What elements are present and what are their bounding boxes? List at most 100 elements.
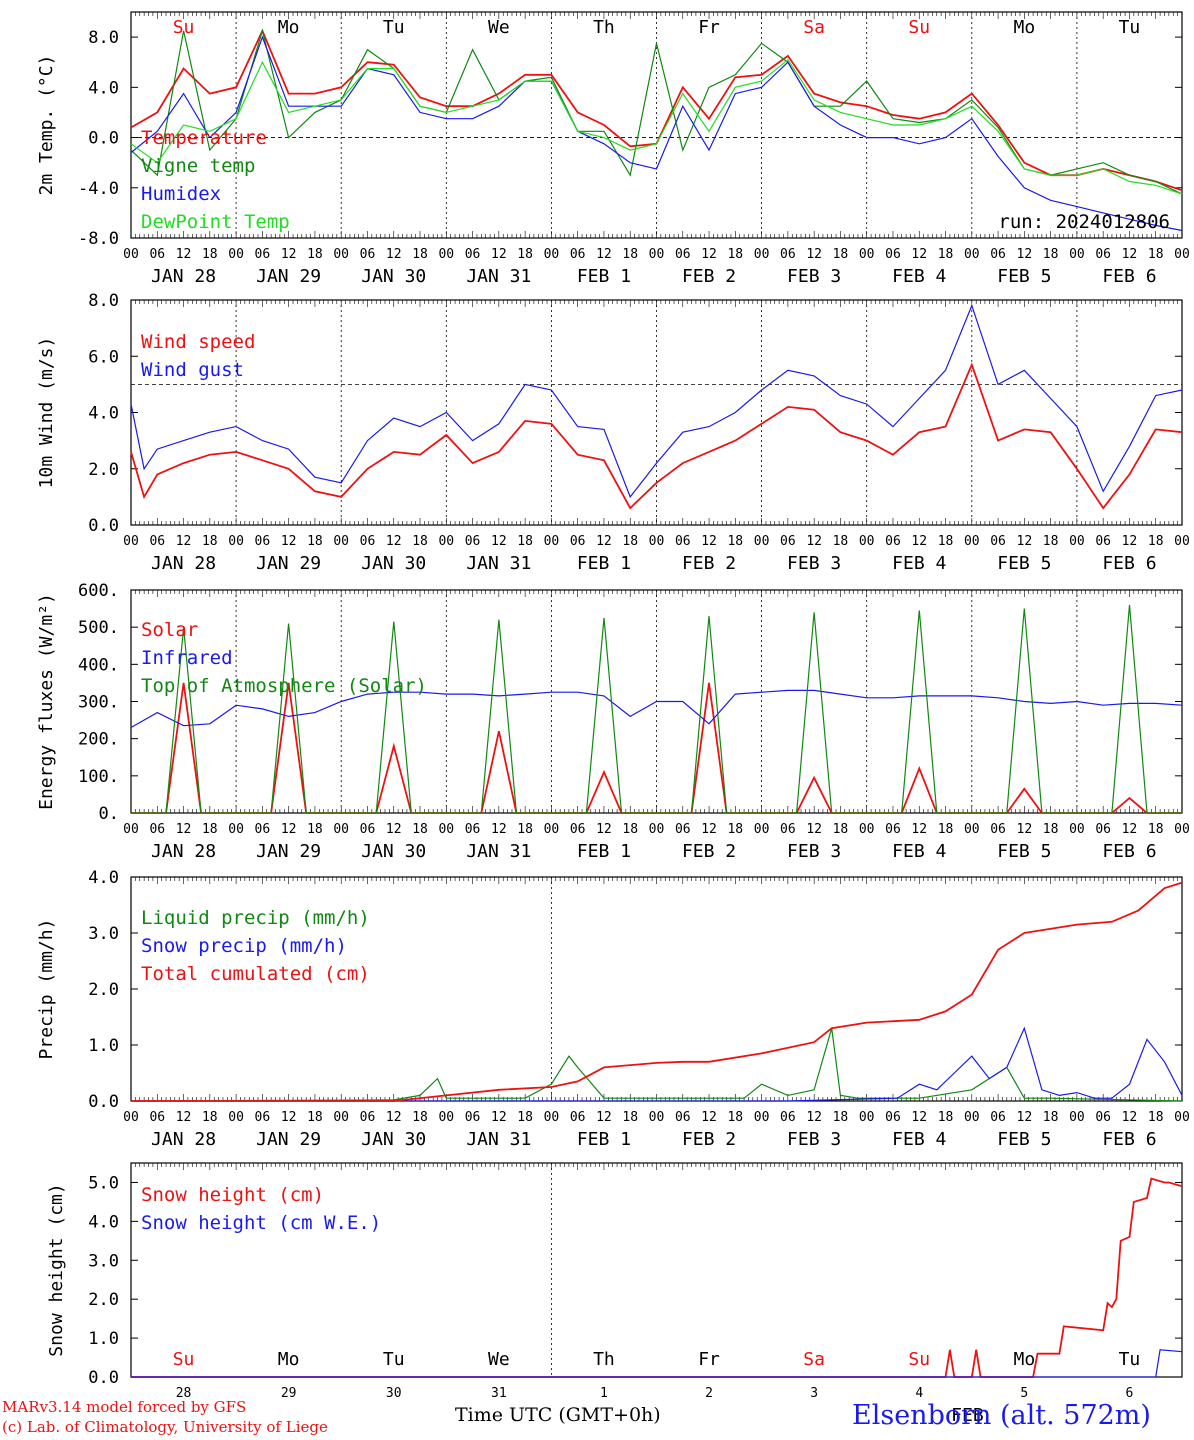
date-label: FEB 3 bbox=[787, 841, 841, 862]
hour-tick-label: 18 bbox=[1148, 247, 1164, 262]
hour-tick-label: 12 bbox=[701, 247, 717, 262]
hour-tick-label: 18 bbox=[1148, 1110, 1164, 1125]
hour-tick-label: 00 bbox=[859, 247, 875, 262]
hour-tick-label: 00 bbox=[964, 822, 980, 837]
hour-tick-label: 12 bbox=[386, 822, 402, 837]
hour-tick-label: 06 bbox=[780, 822, 796, 837]
series-line-wind-speed bbox=[130, 362, 1183, 510]
day-number-label: 2 bbox=[705, 1386, 713, 1401]
weekday-label: Tu bbox=[1119, 17, 1141, 38]
hour-tick-label: 18 bbox=[938, 534, 954, 549]
hour-tick-label: 18 bbox=[833, 247, 849, 262]
hour-tick-label: 06 bbox=[885, 822, 901, 837]
hour-tick-label: 18 bbox=[727, 822, 743, 837]
hour-tick-label: 06 bbox=[1095, 822, 1111, 837]
hour-tick-label: 00 bbox=[228, 822, 244, 837]
hour-tick-label: 18 bbox=[833, 1110, 849, 1125]
date-label: JAN 31 bbox=[466, 841, 531, 862]
legend-entry: Wind speed bbox=[141, 331, 255, 353]
hour-tick-label: 12 bbox=[1122, 534, 1138, 549]
date-label: JAN 29 bbox=[256, 1129, 321, 1150]
date-label: JAN 28 bbox=[151, 553, 216, 574]
date-label: FEB 5 bbox=[997, 1129, 1051, 1150]
y-tick-label: 0.0 bbox=[88, 1092, 119, 1112]
date-label: FEB 4 bbox=[892, 841, 946, 862]
hour-tick-label: 18 bbox=[307, 247, 323, 262]
hour-tick-label: 06 bbox=[990, 1110, 1006, 1125]
date-label: FEB 4 bbox=[892, 266, 946, 287]
hour-tick-label: 18 bbox=[727, 247, 743, 262]
hour-tick-label: 00 bbox=[333, 534, 349, 549]
y-tick-label: 8.0 bbox=[88, 291, 119, 311]
weekday-label: Th bbox=[593, 1349, 615, 1370]
hour-tick-label: 12 bbox=[1017, 1110, 1033, 1125]
hour-tick-label: 18 bbox=[622, 247, 638, 262]
hour-tick-label: 00 bbox=[754, 534, 770, 549]
hour-tick-label: 06 bbox=[465, 534, 481, 549]
hour-tick-label: 12 bbox=[176, 822, 192, 837]
hour-tick-label: 12 bbox=[806, 822, 822, 837]
date-label: JAN 29 bbox=[256, 266, 321, 287]
weekday-label: Su bbox=[173, 17, 195, 38]
y-tick-label: 3.0 bbox=[88, 924, 119, 944]
day-number-label: 29 bbox=[281, 1386, 297, 1401]
date-label: FEB 3 bbox=[787, 266, 841, 287]
weekday-label: Fr bbox=[698, 17, 720, 38]
hour-tick-label: 00 bbox=[1069, 534, 1085, 549]
date-label: FEB 1 bbox=[577, 553, 631, 574]
date-label: FEB 3 bbox=[787, 553, 841, 574]
hour-tick-label: 18 bbox=[622, 534, 638, 549]
model-credit: MARv3.14 model forced by GFS bbox=[2, 1398, 247, 1416]
hour-tick-label: 00 bbox=[438, 534, 454, 549]
y-tick-label: 1.0 bbox=[88, 1036, 119, 1056]
y-tick-label: 200. bbox=[78, 730, 119, 750]
weekday-label: Tu bbox=[383, 17, 405, 38]
hour-tick-label: 00 bbox=[544, 822, 560, 837]
series-line-dewpoint-temp bbox=[130, 58, 1183, 195]
y-axis-label: 2m Temp. (°C) bbox=[36, 55, 57, 196]
hour-tick-label: 18 bbox=[307, 534, 323, 549]
hour-tick-label: 00 bbox=[438, 1110, 454, 1125]
hour-tick-label: 06 bbox=[360, 822, 376, 837]
date-label: JAN 28 bbox=[151, 1129, 216, 1150]
y-tick-label: 0.0 bbox=[88, 516, 119, 536]
hour-tick-label: 12 bbox=[1122, 1110, 1138, 1125]
hour-tick-label: 12 bbox=[281, 1110, 297, 1125]
day-number-label: 31 bbox=[491, 1386, 507, 1401]
day-number-label: 30 bbox=[386, 1386, 402, 1401]
hour-tick-label: 00 bbox=[228, 534, 244, 549]
hour-tick-label: 18 bbox=[1043, 247, 1059, 262]
hour-tick-label: 18 bbox=[1043, 822, 1059, 837]
hour-tick-label: 12 bbox=[281, 247, 297, 262]
panel-4 bbox=[130, 876, 1183, 1102]
y-tick-label: 0.0 bbox=[88, 129, 119, 149]
hour-tick-label: 18 bbox=[517, 822, 533, 837]
hour-tick-label: 12 bbox=[911, 534, 927, 549]
date-label: FEB 5 bbox=[997, 841, 1051, 862]
hour-tick-label: 18 bbox=[727, 1110, 743, 1125]
legend-entry: Vigne temp bbox=[141, 155, 255, 177]
hour-tick-label: 12 bbox=[1017, 822, 1033, 837]
date-label: JAN 31 bbox=[466, 266, 531, 287]
weekday-label: Tu bbox=[1119, 1349, 1141, 1370]
hour-tick-label: 06 bbox=[675, 534, 691, 549]
hour-tick-label: 06 bbox=[255, 534, 271, 549]
series-line-humidex bbox=[130, 35, 1183, 232]
hour-tick-label: 00 bbox=[754, 1110, 770, 1125]
y-tick-label: 8.0 bbox=[88, 28, 119, 48]
hour-tick-label: 18 bbox=[412, 247, 428, 262]
hour-tick-label: 06 bbox=[990, 247, 1006, 262]
hour-tick-label: 06 bbox=[990, 534, 1006, 549]
weekday-label: Mo bbox=[278, 17, 300, 38]
hour-tick-label: 18 bbox=[833, 822, 849, 837]
hour-tick-label: 18 bbox=[938, 1110, 954, 1125]
hour-tick-label: 12 bbox=[701, 822, 717, 837]
date-label: JAN 30 bbox=[361, 266, 426, 287]
y-tick-label: 100. bbox=[78, 767, 119, 787]
series-line-snow-height-cm-w-e- bbox=[131, 1349, 1183, 1378]
hour-tick-label: 06 bbox=[360, 1110, 376, 1125]
day-number-label: 28 bbox=[176, 1386, 192, 1401]
date-label: FEB 2 bbox=[682, 266, 736, 287]
series-line-wind-gust bbox=[130, 303, 1183, 499]
weekday-label: Th bbox=[593, 17, 615, 38]
